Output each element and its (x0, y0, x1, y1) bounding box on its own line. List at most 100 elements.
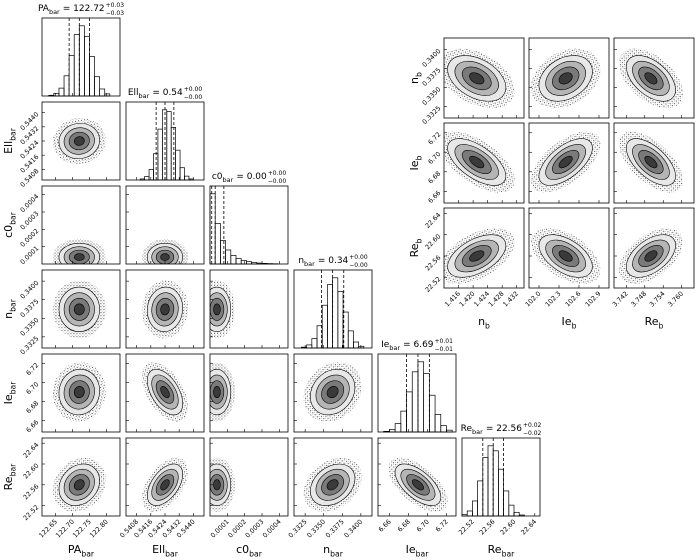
density-contour (326, 386, 339, 399)
x-axis-label: Ellbar (152, 543, 179, 558)
panel-frame (377, 353, 457, 433)
density-contour (411, 479, 424, 491)
panel-frame (41, 437, 121, 517)
contour-group (52, 362, 106, 422)
x-tick-label: 102.6 (564, 290, 583, 309)
panel-frame (613, 37, 695, 119)
panel-frame (41, 185, 121, 265)
panel-frame (377, 437, 457, 517)
x-axis-label-sub: b (572, 321, 577, 330)
contour-group (52, 457, 106, 512)
histogram-bar (94, 76, 101, 97)
contour-group (141, 362, 189, 422)
histogram-bar (225, 249, 232, 265)
title-name: PA (38, 4, 50, 14)
y-axis-label-sub: bar (8, 298, 17, 312)
histogram-bar (214, 223, 221, 265)
x-axis-label: Ieb (562, 315, 577, 330)
y-tick-label: 22.52 (22, 503, 41, 522)
title-estimate: = 22.56 (486, 424, 522, 434)
panel-frame (41, 353, 121, 433)
histogram-bar (184, 175, 190, 181)
contour-group (531, 48, 601, 109)
histogram-bar (240, 260, 247, 265)
y-tick-label: 6.72 (427, 131, 443, 147)
x-axis-label: Iebar (406, 543, 430, 558)
x-axis-label-main: c0 (236, 543, 249, 556)
x-axis-label: nbar (323, 543, 344, 558)
histogram-bar (166, 111, 172, 181)
histogram-bar (170, 126, 176, 181)
histogram-bar (235, 258, 242, 265)
panel-frame (209, 353, 289, 433)
title-estimate: = 6.69 (403, 340, 434, 350)
density-contour (73, 479, 85, 491)
y-tick-label: 6.66 (25, 418, 41, 434)
contour-group (444, 228, 515, 284)
histogram-bar (482, 457, 489, 517)
contour-group (303, 457, 362, 512)
y-tick-label: 0.3375 (421, 66, 443, 88)
histogram-bar (332, 277, 339, 349)
histogram-bar (477, 480, 484, 517)
y-tick-label: 0.3400 (421, 47, 443, 69)
histogram-bar (492, 450, 499, 517)
contour-group (210, 280, 235, 339)
x-axis-label-main: Re (645, 315, 659, 328)
y-axis-label-sub: bar (8, 381, 17, 395)
histogram-bar (429, 394, 436, 433)
title-upper: +0.00 (349, 254, 368, 261)
x-tick-label: 3.760 (666, 290, 685, 309)
contour-group (52, 280, 106, 339)
title-estimate: = 0.00 (236, 172, 267, 182)
y-axis-label-main: Ell (2, 141, 15, 154)
title-upper: +0.00 (268, 170, 287, 177)
x-tick-label: 102.9 (584, 290, 603, 309)
histogram-bar (63, 75, 70, 97)
histogram-bar (161, 109, 168, 181)
histogram-bar (487, 445, 494, 517)
histogram-bar (400, 410, 407, 433)
histogram-bar (157, 128, 163, 181)
y-axis-label-sub: bar (8, 463, 17, 477)
x-tick-label: 1.432 (501, 290, 520, 309)
y-axis-label: c0bar (2, 211, 17, 238)
x-axis-label-main: Ell (152, 543, 165, 556)
y-tick-label: 0.3350 (421, 85, 443, 107)
density-contour (160, 386, 170, 399)
x-axis-label-main: n (478, 315, 485, 328)
density-contour (326, 479, 339, 491)
y-tick-label: 22.56 (424, 254, 443, 273)
y-axis-label-sub: b (414, 238, 423, 243)
panel-frame (613, 122, 695, 204)
title-lower: −0.00 (268, 178, 287, 185)
histogram-title: PAbar = 122.72 (38, 4, 105, 16)
title-lower: −0.02 (523, 430, 542, 437)
histogram-bar (175, 149, 181, 181)
histogram-title: Rebar = 22.56 (461, 424, 523, 436)
y-tick-label: 6.70 (25, 380, 41, 396)
panel-frame (613, 207, 695, 289)
title-upper: +0.00 (184, 86, 203, 93)
x-tick-label: 3.754 (648, 290, 667, 309)
panel-frame (209, 269, 289, 349)
x-axis-label-sub: bar (416, 549, 430, 558)
density-contour (558, 72, 573, 85)
contour-group (444, 48, 515, 109)
histogram-bar (466, 510, 473, 517)
y-tick-label: 0.3325 (19, 335, 41, 357)
density-contour (644, 155, 658, 169)
contour-group (210, 457, 235, 512)
panel-frame (443, 37, 525, 119)
histogram-bar (179, 167, 185, 181)
histogram-bar (89, 56, 95, 97)
histogram-bar (144, 176, 150, 181)
title-name: Ell (128, 88, 139, 98)
contour-group (388, 457, 448, 512)
x-axis-label-main: n (323, 543, 330, 556)
x-tick-label: 3.748 (629, 290, 648, 309)
panel-frame (528, 207, 610, 289)
y-tick-label: 22.60 (22, 462, 41, 481)
histogram-bar (311, 338, 318, 349)
